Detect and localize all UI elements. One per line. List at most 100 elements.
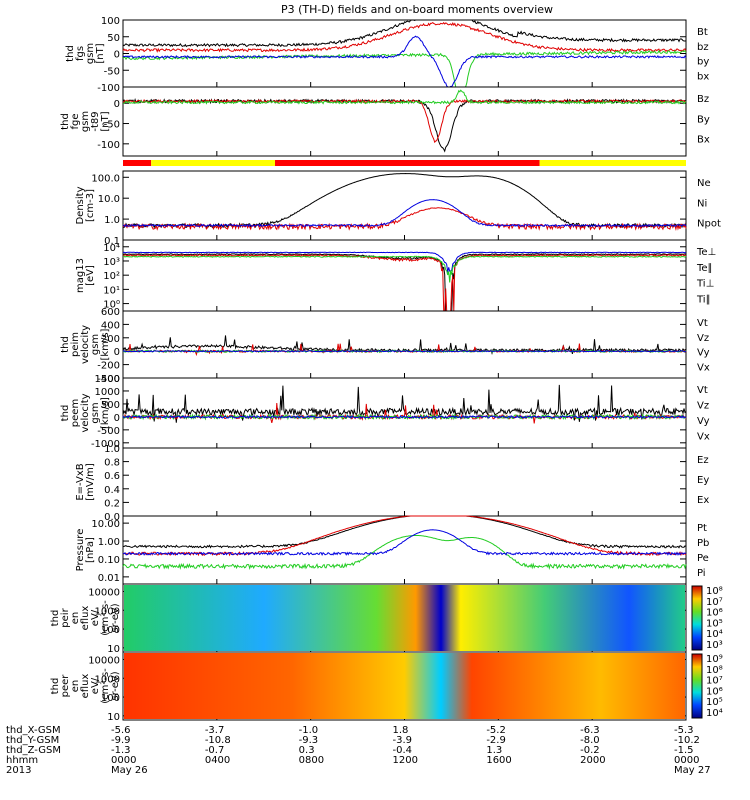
panel-peim-velocity: 600 400 200 0 -200 -400 thd peim velocity gsm [km/… <box>60 307 710 385</box>
panel-efield: 1.0 0.8 0.6 0.4 0.2 0.0 E=-VxB [mV/m] Ez Ey Ex <box>75 444 709 523</box>
colorbar <box>691 585 703 651</box>
y-tick-label: 500 <box>101 400 120 411</box>
y-axis-label: thd <box>50 678 61 695</box>
series-bx <box>122 98 687 144</box>
series-te-par <box>122 253 687 312</box>
colorbar-tick-label: 10⁷ <box>706 676 723 687</box>
y-axis-label: fgs <box>75 46 86 61</box>
series-bz <box>122 98 687 153</box>
y-tick-label: 10⁰ <box>103 300 120 311</box>
legend-entry: Ti∥ <box>696 294 711 305</box>
panel-frame <box>122 86 687 157</box>
y-axis-label: [nPa] <box>85 537 96 563</box>
y-tick-label: 10³ <box>103 257 120 268</box>
series-bz <box>122 21 687 53</box>
x-axis-tick-label: -9.3 <box>299 735 319 746</box>
y-tick-label: 1000 <box>95 387 120 398</box>
region-bar-segment <box>539 160 686 166</box>
series-vx <box>122 350 687 353</box>
y-tick-label: 1000 <box>95 606 120 617</box>
colorbar-tick-label: 10⁸ <box>706 665 723 676</box>
series-vy <box>122 413 686 421</box>
panel-fge: 0 -50 -100 thd fge gsm -t89 [nT] Bz By Bx <box>60 86 710 157</box>
y-tick-label: 100 <box>101 16 120 27</box>
legend-entry: Vt <box>697 385 708 396</box>
legend-entry: Pb <box>697 538 709 549</box>
panel-peem-velocity: 1500 1000 500 0 -500 -1000 thd peem velocity gsm[… <box>60 374 710 450</box>
legend-entry: bx <box>697 71 709 82</box>
x-axis-row-label: 2013 <box>6 765 31 776</box>
y-axis-label: Density <box>75 186 86 224</box>
legend-entry: Te⊥ <box>696 247 716 258</box>
x-axis-tick-label: 0000 <box>111 755 136 766</box>
y-tick-label: 1500 <box>95 374 120 385</box>
x-axis-labels: thd_X-GSMthd_Y-GSMthd_Z-GSMhhmm2013-5.6-… <box>6 725 711 776</box>
legend-entry: Te∥ <box>696 263 713 274</box>
legend-entry: Vz <box>697 401 709 412</box>
y-axis-label: Pressure <box>75 529 86 572</box>
legend-entry: Ti⊥ <box>696 279 714 290</box>
y-tick-label: 10.00 <box>91 519 120 530</box>
colorbar-tick-label: 10⁴ <box>706 629 723 640</box>
y-axis-label: (cm²-s- <box>100 600 111 636</box>
x-axis-tick-label: 2000 <box>580 755 605 766</box>
y-axis-label: peir <box>60 607 71 627</box>
legend-entry: Ex <box>697 495 709 506</box>
y-tick-label: 10¹ <box>103 285 120 296</box>
spectrogram <box>124 585 685 651</box>
y-axis-label: [km/s] <box>100 328 111 360</box>
y-tick-label: -200 <box>97 361 120 372</box>
x-axis-tick-label: -0.7 <box>205 745 225 756</box>
x-axis-tick-label: -0.2 <box>580 745 600 756</box>
series-pe <box>122 535 687 570</box>
y-tick-label: 10 <box>107 644 120 655</box>
colorbar-tick-label: 10⁵ <box>706 618 723 629</box>
legend-entry: Npot <box>697 219 721 230</box>
y-axis-label: mag13 <box>75 258 86 293</box>
y-tick-label: 100.0 <box>91 173 120 184</box>
x-axis-tick-label: -10.8 <box>205 735 231 746</box>
series-te-perp <box>122 253 687 312</box>
y-axis-label: peim <box>70 332 81 357</box>
y-tick-label: 10000 <box>88 587 120 598</box>
y-axis-label: gsm <box>85 43 96 64</box>
x-axis-tick-label: -1.3 <box>111 745 131 756</box>
y-axis-label: eV/ <box>90 609 101 626</box>
y-axis-label: eV/ <box>90 677 101 694</box>
series-ni <box>122 172 687 229</box>
legend-entry: Vy <box>697 348 710 359</box>
y-axis-label: [eV] <box>85 265 96 286</box>
y-tick-label: 10000 <box>88 655 120 666</box>
y-axis-label: velocity <box>80 393 91 432</box>
y-tick-label: 400 <box>101 320 120 331</box>
x-axis-tick-label: 0400 <box>205 755 230 766</box>
y-axis-label: velocity <box>80 325 91 364</box>
legend-entry: Vx <box>697 362 710 373</box>
y-axis-label: sr-eV) <box>110 603 121 632</box>
legend-entry: Vt <box>697 318 708 329</box>
y-tick-label: 50 <box>107 33 120 44</box>
panel-peir-eflux: 10000 1000 100 10 thd peir en eflux eV/(cm²-s-sr… <box>50 583 723 655</box>
y-axis-label: [nT] <box>95 43 106 63</box>
x-axis-tick-label: -5.3 <box>674 725 694 736</box>
colorbar <box>691 653 703 719</box>
y-tick-label: 1000 <box>95 674 120 685</box>
panel-frame <box>122 170 687 241</box>
colorbar-tick-label: 10⁶ <box>706 686 723 697</box>
x-axis-row-label: thd_Y-GSM <box>6 735 59 746</box>
y-axis-label: thd <box>60 336 71 353</box>
y-tick-label: 0.2 <box>104 498 120 509</box>
y-tick-label: 0.6 <box>104 471 120 482</box>
y-tick-label: 10 <box>107 712 120 723</box>
x-axis-tick-label: -2.9 <box>486 735 506 746</box>
y-tick-label: 100 <box>101 693 120 704</box>
y-tick-label: 0.01 <box>98 573 120 584</box>
y-axis-label: thd <box>50 610 61 627</box>
y-axis-label: (cm²-s- <box>100 668 111 704</box>
series-by <box>123 89 687 105</box>
panel-peer-eflux: 10000 1000 100 10 thd peer en eflux eV/(cm²-s-sr… <box>50 651 723 723</box>
legend-entry: by <box>697 57 709 68</box>
x-axis-tick-label: 1200 <box>393 755 418 766</box>
series-ne <box>122 207 687 232</box>
